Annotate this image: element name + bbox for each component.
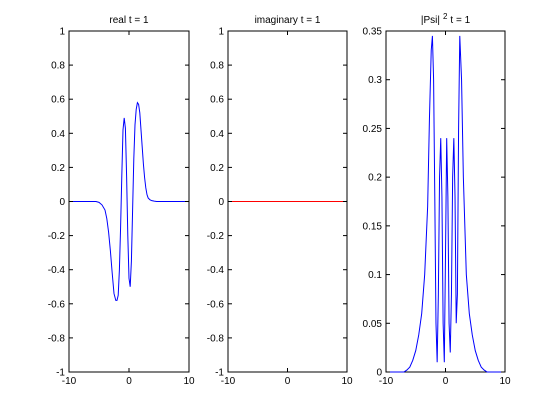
chart-title: imaginary t = 1 [255, 15, 321, 26]
y-tick-label: 0.25 [363, 124, 383, 135]
x-tick-label: 10 [183, 376, 195, 387]
x-tick-label: 10 [341, 376, 353, 387]
panel-imaginary: -10 0 10 -1 -0.8 -0.6 -0.4 -0.2 0 0.2 0.4 0.6 0.8 1 im… [207, 15, 353, 387]
y-tick-label: 0.8 [51, 61, 65, 72]
y-tick-label: 0 [376, 368, 382, 379]
y-tick-label: 0.2 [210, 163, 224, 174]
y-tick-label: 0.15 [363, 221, 383, 232]
y-tick-label: 1 [218, 27, 224, 38]
y-tick-label: 0.2 [368, 173, 382, 184]
y-tick-label: 0.2 [51, 163, 65, 174]
y-tick-label: -0.6 [207, 299, 225, 310]
chart-title: |Psi| 2 t = 1 [421, 12, 471, 26]
y-tick-label: -0.2 [207, 231, 225, 242]
x-tick-label: -10 [379, 376, 394, 387]
x-tick-label: -10 [62, 376, 77, 387]
x-tick-label: 0 [126, 376, 132, 387]
series-line [69, 101, 189, 301]
y-tick-label: -0.8 [207, 333, 225, 344]
y-tick-label: 0.05 [363, 319, 383, 330]
y-tick-label: 0.35 [363, 27, 383, 38]
x-tick-label: -10 [221, 376, 236, 387]
y-tick-label: 0.6 [210, 95, 224, 106]
chart-title-superscript: 2 [443, 12, 448, 21]
y-tick-label: 0 [218, 197, 224, 208]
y-tick-label: 0.4 [51, 129, 65, 140]
axes-box [385, 30, 506, 373]
x-tick-label: 0 [443, 376, 449, 387]
y-tick-label: 0.1 [368, 270, 382, 281]
y-tick-label: -0.4 [207, 265, 225, 276]
y-tick-label: 1 [59, 27, 65, 38]
y-tick-label: 0.4 [210, 129, 224, 140]
y-tick-label: 0.6 [51, 95, 65, 106]
y-tick-label: -0.8 [48, 333, 66, 344]
y-tick-label: -1 [56, 368, 65, 379]
y-tick-label: 0 [59, 197, 65, 208]
series-line [386, 35, 505, 373]
y-tick-label: -1 [215, 368, 224, 379]
y-tick-label: -0.2 [48, 231, 66, 242]
y-tick-label: -0.4 [48, 265, 66, 276]
chart-title: real t = 1 [109, 15, 149, 26]
panel-real: -10 0 10 -1 -0.8 -0.6 -0.4 -0.2 0 0.2 0.4 0.6 0.8 1 re… [48, 15, 195, 387]
y-tick-label: 0.3 [368, 75, 382, 86]
x-tick-label: 10 [499, 376, 511, 387]
y-tick-label: 0.8 [210, 61, 224, 72]
y-tick-label: -0.6 [48, 299, 66, 310]
x-tick-label: 0 [285, 376, 291, 387]
